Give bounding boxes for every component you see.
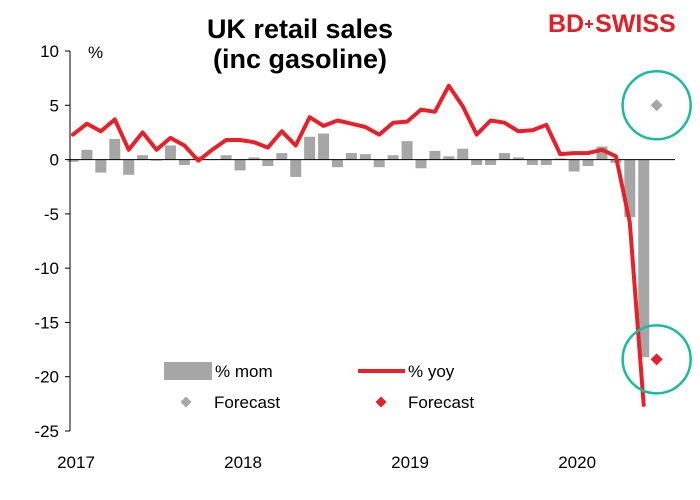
logo-cross-icon (585, 20, 594, 29)
logo-text-left: BD (548, 10, 585, 38)
y-tick-label: -25 (34, 422, 59, 441)
y-tick-label: 5 (50, 96, 59, 115)
bdswiss-logo: BD SWISS (548, 10, 676, 40)
x-tick-label: 2019 (391, 453, 429, 472)
legend-forecast-red-label: Forecast (408, 393, 474, 412)
mom-bar (248, 157, 260, 160)
y-unit-label: % (88, 43, 103, 62)
mom-bar (485, 159, 497, 165)
mom-bar (123, 159, 135, 175)
highlight-circle (621, 70, 692, 141)
x-tick-label: 2017 (57, 453, 95, 472)
axes: 10 5 0 -5 -10 -15 -20 -25% 2017 2018 2019 2020 (34, 42, 675, 472)
forecast-marker (650, 99, 663, 112)
mom-bar (415, 159, 427, 169)
mom-bar (109, 138, 121, 160)
mom-bar (331, 159, 343, 168)
legend-label-yoy: % yoy (408, 362, 455, 381)
legend-swatch-mom (164, 362, 212, 380)
mom-bar (568, 159, 580, 172)
mom-bar (164, 145, 176, 160)
mom-bar (373, 159, 385, 168)
mom-bars (67, 133, 650, 358)
mom-bar (457, 148, 469, 160)
mom-bar (554, 158, 566, 160)
forecast-markers (621, 70, 692, 395)
legend: % mom % yoy Forecast Forecast (164, 362, 474, 412)
mom-bar (471, 159, 483, 165)
forecast-marker (650, 353, 663, 366)
legend-forecast-grey-marker (180, 396, 192, 408)
mom-bar (67, 159, 79, 162)
highlight-circle (621, 324, 692, 395)
mom-bar (401, 141, 413, 160)
mom-bar (526, 159, 538, 165)
mom-bar (276, 153, 288, 160)
yoy-line-path (71, 83, 646, 407)
mom-bar (429, 150, 441, 160)
mom-bar (359, 154, 371, 160)
mom-bar (443, 156, 455, 160)
mom-bar (582, 159, 594, 167)
mom-bar (137, 155, 149, 160)
mom-bar (387, 155, 399, 160)
legend-forecast-grey-label: Forecast (214, 393, 280, 412)
mom-bar (220, 155, 232, 160)
mom-bar (624, 159, 636, 218)
mom-bar (81, 149, 93, 160)
y-tick-label: -20 (34, 368, 59, 387)
mom-bar (596, 146, 608, 160)
mom-bar (512, 157, 524, 160)
mom-bar (290, 159, 302, 177)
mom-bar (345, 153, 357, 160)
y-tick-label: -15 (34, 313, 59, 332)
mom-bar (262, 159, 274, 167)
chart-title-line2: (inc gasoline) (212, 44, 388, 74)
mom-bar (178, 159, 190, 165)
x-tick-label: 2018 (224, 453, 262, 472)
mom-bar (304, 136, 316, 160)
y-tick-label: 0 (50, 151, 59, 170)
legend-label-mom: % mom (215, 362, 273, 381)
yoy-line (71, 83, 646, 407)
mom-bar (318, 133, 330, 160)
y-tick-label: 10 (40, 42, 59, 61)
y-tick-label: -5 (44, 205, 59, 224)
y-tick-label: -10 (34, 259, 59, 278)
mom-bar (234, 159, 246, 171)
mom-bar (540, 159, 552, 165)
logo-text-right: SWISS (595, 10, 676, 38)
chart-title-line1: UK retail sales (206, 14, 394, 44)
mom-bar (151, 159, 163, 161)
mom-bar (499, 153, 511, 160)
x-tick-label: 2020 (558, 453, 596, 472)
mom-bar (638, 159, 650, 358)
legend-forecast-red-marker (375, 396, 387, 408)
mom-bar (95, 159, 107, 173)
